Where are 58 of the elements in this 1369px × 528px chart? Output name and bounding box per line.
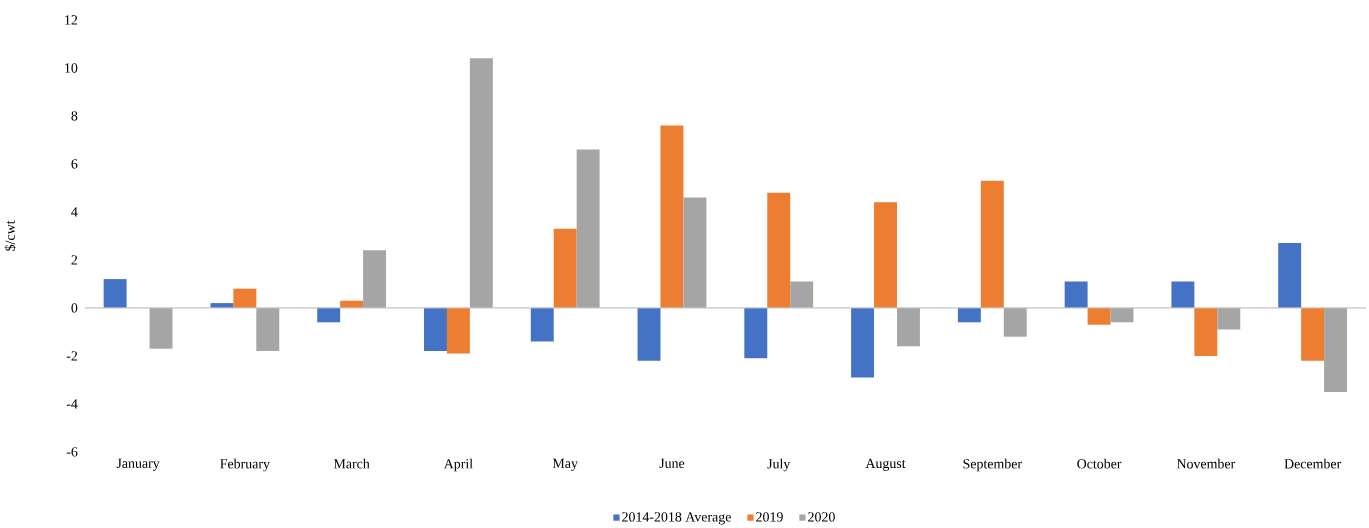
x-tick-label: October bbox=[1077, 458, 1122, 469]
y-tick-label: -4 bbox=[66, 399, 78, 409]
bar bbox=[637, 308, 661, 361]
bar bbox=[767, 192, 791, 309]
bar bbox=[469, 58, 493, 309]
y-tick-label: 4 bbox=[71, 207, 78, 217]
y-tick-label: -2 bbox=[66, 351, 78, 361]
y-tick-label: 0 bbox=[71, 303, 78, 313]
legend-label: 2014-2018 Average bbox=[622, 512, 731, 525]
bar bbox=[149, 308, 173, 349]
x-tick-label: June bbox=[659, 458, 685, 469]
x-tick-label: April bbox=[443, 458, 473, 472]
bar bbox=[1194, 308, 1218, 357]
bar bbox=[233, 288, 257, 309]
bar bbox=[1301, 308, 1325, 361]
bar bbox=[1217, 308, 1241, 330]
bar bbox=[660, 125, 684, 309]
x-tick-label: May bbox=[552, 458, 578, 472]
bar bbox=[256, 308, 280, 352]
bar bbox=[1087, 308, 1111, 325]
x-tick-label: July bbox=[767, 458, 791, 472]
y-tick-label: -6 bbox=[66, 447, 78, 457]
bar bbox=[790, 281, 814, 309]
bar bbox=[874, 202, 897, 309]
bar bbox=[957, 308, 981, 323]
x-tick-label: November bbox=[1176, 458, 1236, 469]
bar bbox=[363, 250, 387, 309]
bar bbox=[1064, 281, 1088, 309]
bar bbox=[1171, 281, 1195, 309]
legend-label: 2019 bbox=[756, 512, 783, 522]
y-tick-label: 10 bbox=[65, 63, 78, 73]
x-tick-label: March bbox=[333, 458, 370, 469]
x-tick-label: August bbox=[865, 458, 906, 472]
bar bbox=[553, 228, 577, 309]
bar bbox=[1003, 308, 1027, 337]
x-tick-label: December bbox=[1284, 458, 1342, 469]
y-tick-label: 12 bbox=[65, 15, 78, 25]
bar bbox=[896, 308, 920, 347]
y-tick-label: 6 bbox=[71, 159, 78, 169]
bar bbox=[103, 279, 127, 309]
y-axis-title: $/cwt bbox=[4, 220, 16, 251]
bar bbox=[1278, 243, 1302, 309]
x-tick-label: September bbox=[963, 458, 1022, 472]
bar bbox=[851, 308, 875, 378]
legend-label: 2020 bbox=[808, 512, 835, 522]
bar bbox=[744, 308, 768, 359]
bar bbox=[576, 149, 600, 309]
y-tick-label: 8 bbox=[71, 111, 78, 121]
bar bbox=[446, 308, 470, 354]
y-tick-label: 2 bbox=[71, 255, 78, 265]
bar bbox=[980, 180, 1004, 309]
bar bbox=[317, 308, 341, 323]
bar bbox=[1324, 308, 1348, 393]
bar bbox=[683, 197, 707, 309]
bar bbox=[530, 308, 554, 342]
x-tick-label: January bbox=[116, 458, 160, 472]
bar bbox=[423, 308, 447, 352]
x-tick-label: February bbox=[220, 458, 270, 472]
